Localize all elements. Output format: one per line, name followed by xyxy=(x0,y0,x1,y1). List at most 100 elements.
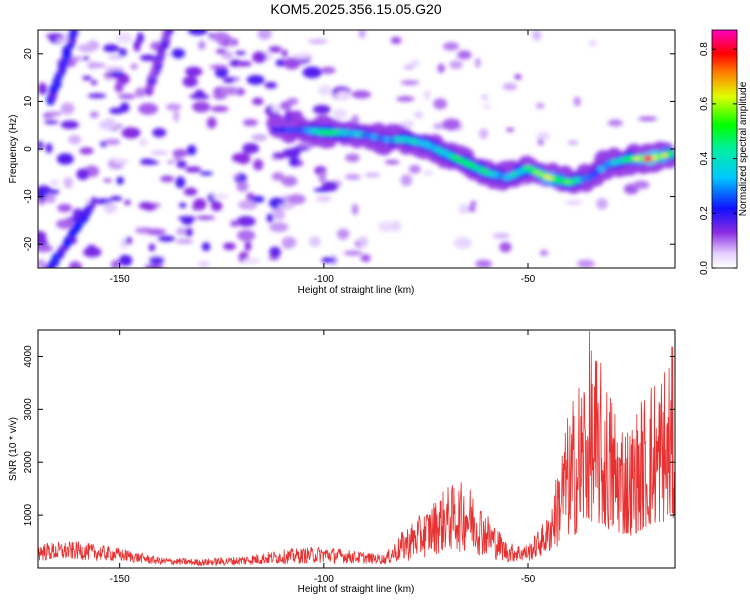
heatmap-blob xyxy=(539,249,549,256)
snr-ticks: -150 -100 -50 1000 2000 3000 4000 xyxy=(23,330,675,585)
heatmap-blob xyxy=(139,54,157,62)
heatmap-blob xyxy=(199,171,214,176)
heatmap-blob xyxy=(335,90,351,101)
heatmap-blob xyxy=(38,230,47,242)
y-tick-label: -20 xyxy=(23,237,34,252)
heatmap-blob xyxy=(86,63,106,68)
heatmap-blob xyxy=(237,229,256,242)
heatmap-blob xyxy=(401,120,415,128)
heatmap-blob xyxy=(116,32,133,44)
heatmap-blob xyxy=(378,221,395,233)
heatmap-blob xyxy=(396,96,415,102)
heatmap-blob xyxy=(632,180,650,190)
heatmap-blob xyxy=(478,128,489,140)
heatmap-blob xyxy=(272,152,286,160)
heatmap-blob xyxy=(277,203,295,210)
heatmap-blob xyxy=(138,201,154,210)
heatmap-blob xyxy=(364,172,381,178)
heatmap-blob xyxy=(424,89,431,101)
heatmap-blob xyxy=(246,74,265,85)
heatmap-blob xyxy=(212,31,230,43)
heatmap-blob xyxy=(198,260,211,268)
heatmap-blob xyxy=(55,219,74,229)
heatmap-blob xyxy=(432,123,445,130)
colorbar-frame xyxy=(711,29,738,269)
colorbar-label: Normalized spectral amplitude xyxy=(738,81,749,216)
heatmap-blob xyxy=(152,127,167,138)
heatmap-blob xyxy=(175,238,194,244)
heatmap-blob xyxy=(56,153,74,165)
heatmap-blob xyxy=(242,143,260,154)
snr-x-label: Height of straight line (km) xyxy=(298,584,415,595)
heatmap-blob xyxy=(409,164,421,174)
snr-series-line xyxy=(38,331,675,567)
heatmap-blob xyxy=(236,216,256,227)
heatmap-blob xyxy=(38,140,44,150)
heatmap-blob xyxy=(588,40,597,46)
heatmap-blob xyxy=(358,30,366,39)
heatmap-blob xyxy=(185,227,193,237)
heatmap-blob xyxy=(231,153,247,163)
heatmap-blob xyxy=(210,105,229,113)
heatmap-blob xyxy=(94,198,113,205)
heatmap-blob xyxy=(252,51,267,64)
heatmap-blob xyxy=(188,30,208,36)
heatmap-blob xyxy=(173,110,180,123)
heatmap-blob xyxy=(437,63,445,73)
heatmap-blob xyxy=(235,60,252,67)
heatmap-blob xyxy=(454,236,472,249)
heatmap-blob xyxy=(146,228,167,236)
colorbar-tick-label: 0.4 xyxy=(699,151,710,165)
heatmap-blob xyxy=(535,102,545,109)
heatmap-blob xyxy=(277,126,286,133)
heatmap-blob xyxy=(312,104,331,115)
heatmap-blob xyxy=(136,32,144,44)
heatmap-blob xyxy=(109,195,123,202)
heatmap-blob xyxy=(60,120,79,129)
heatmap-blob xyxy=(251,195,265,203)
heatmap-blob xyxy=(284,126,293,133)
heatmap-blob xyxy=(50,179,59,186)
heatmap-blob xyxy=(233,174,241,180)
heatmap-blob xyxy=(279,101,292,111)
heatmap-blob xyxy=(114,81,124,93)
heatmap-blob xyxy=(45,33,64,39)
heatmap-blob xyxy=(139,138,148,146)
heatmap-blob xyxy=(264,81,278,89)
heatmap-blob xyxy=(268,46,282,53)
x-tick-label: -50 xyxy=(521,574,536,585)
heatmap-blob xyxy=(502,82,518,91)
heatmap-blob xyxy=(185,66,203,77)
x-tick-label: -50 xyxy=(521,274,536,285)
heatmap-blob xyxy=(291,126,300,133)
y-tick-label: -10 xyxy=(23,189,34,204)
heatmap-blob xyxy=(167,160,175,165)
heatmap-blob xyxy=(206,117,217,129)
heatmap-blob xyxy=(124,199,131,206)
heatmap-blob xyxy=(210,200,223,212)
heatmap-blob xyxy=(481,94,489,100)
heatmap-blob xyxy=(172,148,189,158)
colorbar-tick-label: 0.6 xyxy=(699,96,710,110)
heatmap-blob xyxy=(320,66,336,74)
heatmap-blob xyxy=(344,173,361,181)
heatmap-blob xyxy=(68,135,82,145)
heatmap-blob xyxy=(43,120,59,125)
heatmap-blob xyxy=(130,63,138,70)
heatmap-blob xyxy=(201,242,211,252)
colorbar-gradient xyxy=(712,30,737,268)
heatmap-blob xyxy=(215,49,227,54)
heatmap-blob xyxy=(308,38,328,45)
heatmap-blob xyxy=(110,259,120,268)
heatmap-blob xyxy=(57,203,73,213)
heatmap-blob xyxy=(345,153,360,163)
heatmap-blob xyxy=(38,82,46,92)
heatmap-blob xyxy=(433,98,448,110)
snr-frame xyxy=(37,329,676,569)
heatmap-blob xyxy=(69,30,78,35)
heatmap-blob xyxy=(118,254,133,267)
heatmap-blob xyxy=(176,160,187,169)
heatmap-blob xyxy=(90,79,98,86)
x-tick-label: -100 xyxy=(314,574,334,585)
